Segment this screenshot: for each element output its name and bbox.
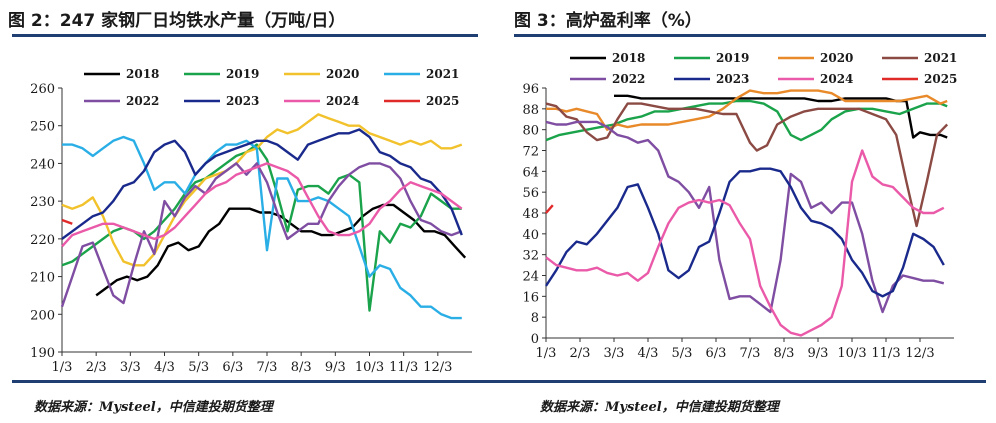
series-line-2018 <box>614 94 948 139</box>
legend-label-2021: 2021 <box>426 67 459 81</box>
legend-label-2025: 2025 <box>426 94 459 108</box>
legend-label-2020: 2020 <box>820 51 853 65</box>
x-tick-label: 2/3 <box>570 346 591 361</box>
x-tick-label: 4/3 <box>638 346 659 361</box>
y-tick-label: 220 <box>30 233 55 248</box>
y-tick-label: 24 <box>522 270 539 285</box>
left-title-rule <box>12 34 478 37</box>
legend-label-2022: 2022 <box>612 72 645 86</box>
y-tick-label: 80 <box>522 124 539 139</box>
series-line-2022 <box>545 120 945 314</box>
x-tick-label: 5/3 <box>188 360 209 375</box>
legend-label-2024: 2024 <box>820 72 853 86</box>
x-tick-label: 5/3 <box>672 346 693 361</box>
left-chart-title: 图 2：247 家钢厂日均铁水产量（万吨/日） <box>8 11 346 31</box>
x-tick-label: 8/3 <box>774 346 795 361</box>
series-line-2025 <box>545 204 554 214</box>
legend-label-2019: 2019 <box>226 67 259 81</box>
right-chart: 0 8 16 24 32 40 48 56 64 72 80 88 96 1/3 2/3 3/3 4/3 5/3 6… <box>522 51 957 361</box>
legend-label-2019: 2019 <box>716 51 749 65</box>
series-line-2022 <box>60 162 463 308</box>
y-tick-label: 240 <box>30 157 55 172</box>
x-tick-label: 3/3 <box>604 346 625 361</box>
y-tick-label: 88 <box>522 103 539 118</box>
series-line-2020 <box>61 113 463 267</box>
left-source-note: 数据来源：Mysteel，中信建投期货整理 <box>34 400 273 415</box>
legend-label-2020: 2020 <box>326 67 359 81</box>
x-tick-label: 4/3 <box>154 360 175 375</box>
bottom-rule <box>12 380 986 383</box>
x-tick-label: 3/3 <box>120 360 141 375</box>
series-line-2024 <box>545 149 945 337</box>
series-line-2021 <box>545 102 949 228</box>
y-tick-label: 64 <box>522 165 539 180</box>
y-tick-label: 48 <box>522 207 539 222</box>
legend-label-2024: 2024 <box>326 94 359 108</box>
y-tick-label: 40 <box>522 228 539 243</box>
legend-label-2023: 2023 <box>226 94 259 108</box>
series-line-2024 <box>61 162 463 248</box>
x-tick-label: 6/3 <box>222 360 243 375</box>
x-tick-label: 7/3 <box>740 346 761 361</box>
x-tick-label: 12/3 <box>423 360 452 375</box>
legend-label-2018: 2018 <box>612 51 645 65</box>
x-tick-label: 12/3 <box>905 346 934 361</box>
y-tick-label: 190 <box>30 346 55 361</box>
x-tick-label: 7/3 <box>257 360 278 375</box>
x-tick-label: 10/3 <box>837 346 866 361</box>
legend-label-2018: 2018 <box>126 67 159 81</box>
series-line-2023 <box>544 167 945 298</box>
x-tick-label: 8/3 <box>291 360 312 375</box>
y-tick-label: 250 <box>30 120 55 135</box>
x-tick-label: 9/3 <box>325 360 346 375</box>
y-tick-label: 56 <box>522 186 539 201</box>
y-tick-label: 96 <box>522 82 539 97</box>
x-tick-label: 1/3 <box>536 346 557 361</box>
x-tick-label: 9/3 <box>808 346 829 361</box>
legend-label-2022: 2022 <box>126 94 159 108</box>
y-tick-label: 16 <box>522 290 539 305</box>
y-tick-label: 32 <box>522 249 539 264</box>
series-line-2023 <box>61 128 463 240</box>
series-line-2018 <box>95 203 467 297</box>
y-tick-label: 0 <box>531 332 539 347</box>
right-chart-title: 图 3：高炉盈利率（%） <box>514 11 702 31</box>
x-tick-label: 6/3 <box>706 346 727 361</box>
right-source-note: 数据来源：Mysteel，中信建投期货整理 <box>540 400 779 415</box>
x-tick-label: 2/3 <box>86 360 107 375</box>
legend-label-2021: 2021 <box>924 51 957 65</box>
y-tick-label: 8 <box>531 311 539 326</box>
legend-label-2025: 2025 <box>924 72 957 86</box>
y-tick-label: 210 <box>30 271 55 286</box>
x-tick-label: 11/3 <box>389 360 418 375</box>
series-line-2025 <box>61 218 73 225</box>
left-chart: 190 200 210 220 230 240 250 260 1/3 2/3 3/3 4/3 5/3 6… <box>30 67 472 375</box>
x-tick-label: 10/3 <box>355 360 384 375</box>
series-line-2020 <box>546 89 948 131</box>
y-tick-label: 230 <box>30 195 55 210</box>
y-tick-label: 260 <box>30 82 55 97</box>
x-tick-label: 1/3 <box>52 360 73 375</box>
y-tick-label: 72 <box>522 145 539 160</box>
legend-label-2023: 2023 <box>716 72 749 86</box>
series-line-2021 <box>62 135 462 320</box>
right-title-rule <box>514 34 986 37</box>
x-tick-label: 11/3 <box>871 346 900 361</box>
y-tick-label: 200 <box>30 308 55 323</box>
